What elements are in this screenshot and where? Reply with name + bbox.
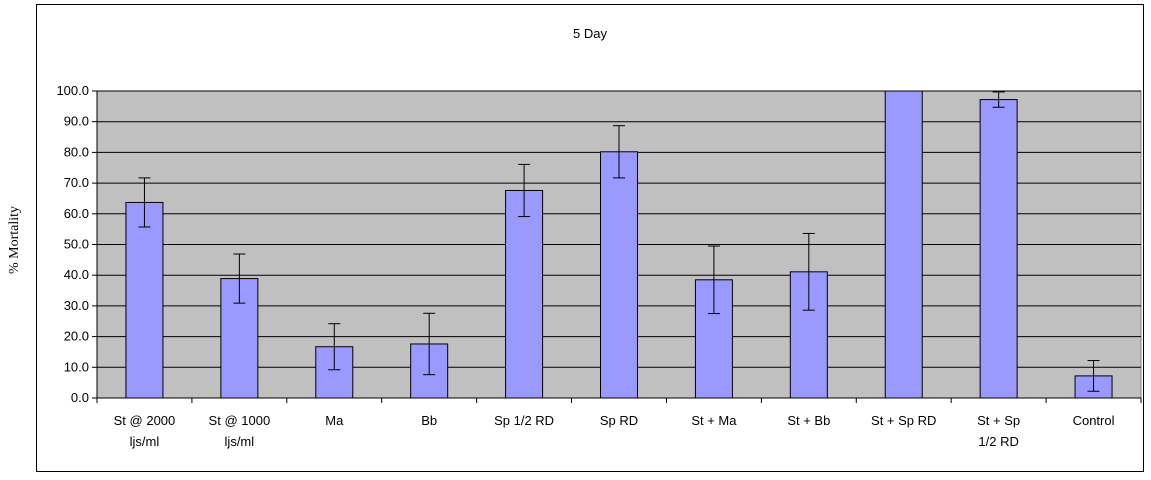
x-tick-label: St + Sp RD: [871, 413, 936, 428]
x-tick-label: Bb: [421, 413, 437, 428]
bar: [979, 99, 1018, 399]
plot-area: 0.0 10.0 20.0 30.0 40.0 50.0 60.0 70.0 80.0 90.0 1…: [56, 83, 1142, 449]
bar: [125, 201, 164, 399]
x-tick-label: St + Sp: [977, 413, 1020, 428]
bar: [505, 189, 544, 399]
x-tick-label: Control: [1073, 413, 1115, 428]
x-tick-label: St @ 1000: [209, 413, 271, 428]
x-tick-label: St + Ma: [691, 413, 737, 428]
x-tick-label: Sp RD: [600, 413, 638, 428]
y-tick-label: 80.0: [64, 144, 89, 159]
y-tick-label: 30.0: [64, 298, 89, 313]
y-tick-label: 10.0: [64, 359, 89, 374]
x-tick-label: ljs/ml: [130, 434, 160, 449]
y-tick-label: 70.0: [64, 175, 89, 190]
y-tick-label: 90.0: [64, 114, 89, 129]
chart-title: 5 Day: [573, 26, 607, 41]
y-tick-label: 60.0: [64, 206, 89, 221]
x-tick-label: St + Bb: [787, 413, 830, 428]
y-tick-label: 20.0: [64, 329, 89, 344]
x-tick-label: Sp 1/2 RD: [494, 413, 554, 428]
x-tick-label: Ma: [325, 413, 344, 428]
y-tick-label: 50.0: [64, 237, 89, 252]
bar: [315, 346, 354, 399]
bar: [884, 90, 923, 399]
x-tick-label: ljs/ml: [225, 434, 255, 449]
y-tick-label: 40.0: [64, 267, 89, 282]
x-tick-label: 1/2 RD: [978, 434, 1018, 449]
bar: [600, 151, 638, 399]
x-tick-label: St @ 2000: [114, 413, 176, 428]
y-tick-label: 100.0: [56, 83, 89, 98]
y-tick-label: 0.0: [71, 390, 89, 405]
